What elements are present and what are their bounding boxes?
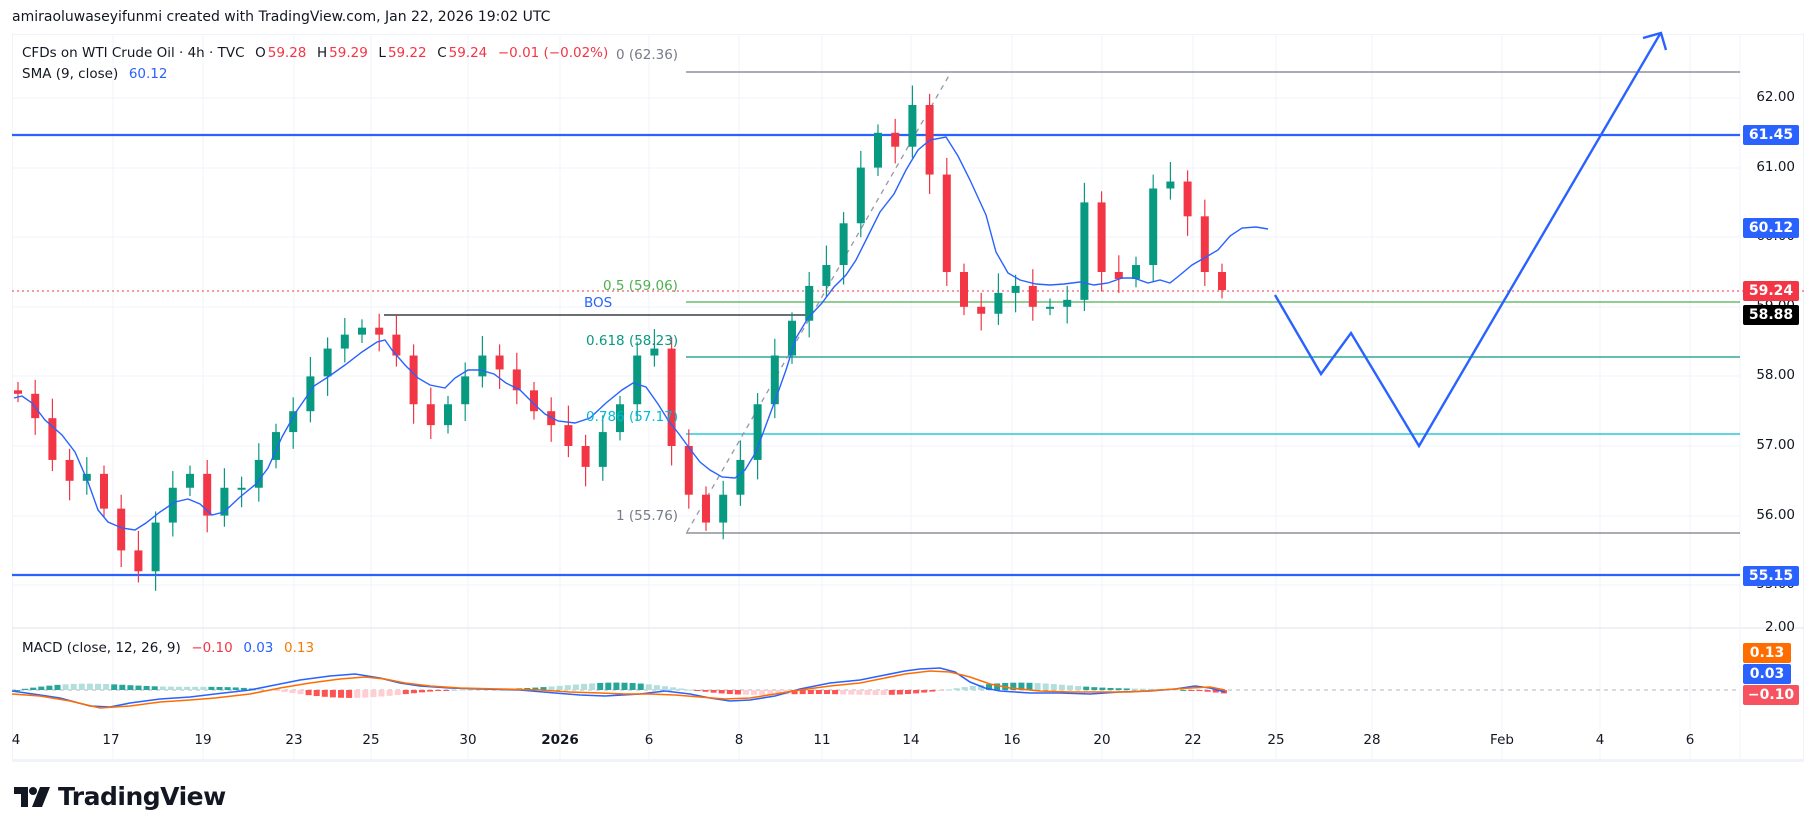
- macd-histogram-value: −0.10: [191, 640, 233, 656]
- projection-arrowhead: [1642, 31, 1668, 51]
- time-tick: 6: [644, 732, 654, 748]
- projection-path[interactable]: [1273, 33, 1662, 449]
- sma-value: 60.12: [128, 66, 168, 82]
- macd-histogram-tag: −0.10: [1743, 685, 1799, 705]
- last-price-tag: 59.24: [1743, 281, 1799, 301]
- tradingview-logo-text: TradingView: [58, 782, 226, 811]
- time-tick: 4: [1595, 732, 1605, 748]
- sma-line: [13, 136, 1269, 531]
- time-tick: 17: [102, 732, 120, 748]
- time-tick: 16: [1003, 732, 1021, 748]
- time-tick: 14: [902, 732, 920, 748]
- macd-histogram: [14, 682, 1227, 698]
- fib-label-0: 0 (62.36): [616, 47, 679, 63]
- macd-line-value: 0.03: [243, 640, 274, 656]
- price-tick: 61.00: [1756, 159, 1795, 175]
- close-value: 59.24: [448, 45, 488, 61]
- time-tick: 30: [459, 732, 477, 748]
- time-tick: 6: [1685, 732, 1695, 748]
- tradingview-logo-icon: [14, 786, 50, 807]
- bos-label: BOS: [584, 295, 613, 311]
- price-tick: 56.00: [1756, 507, 1795, 523]
- time-tick: 23: [285, 732, 303, 748]
- sma-legend[interactable]: SMA (9, close) 60.12: [22, 66, 169, 82]
- chart-attribution: amiraoluwaseyifunmi created with Trading…: [12, 9, 551, 25]
- time-tick: 19: [194, 732, 212, 748]
- sma-price-tag: 60.12: [1743, 218, 1799, 238]
- time-tick: 8: [734, 732, 744, 748]
- sma-label: SMA (9, close): [22, 66, 119, 82]
- macd-line: [11, 667, 1226, 708]
- symbol-title: CFDs on WTI Crude Oil · 4h · TVC: [22, 45, 245, 61]
- price-tick: 58.00: [1756, 367, 1795, 383]
- chart-frame: [12, 34, 1804, 762]
- fibonacci-retracement[interactable]: [686, 71, 1740, 534]
- time-tick: 28: [1363, 732, 1381, 748]
- grid: [12, 34, 1740, 760]
- time-tick: 22: [1184, 732, 1202, 748]
- fib-label-0.618: 0.618 (58.23): [586, 333, 679, 349]
- fib-label-0.5: 0.5 (59.06): [603, 278, 678, 294]
- macd-legend[interactable]: MACD (close, 12, 26, 9) −0.10 0.03 0.13: [22, 640, 316, 656]
- price-tick: 62.00: [1756, 89, 1795, 105]
- open-value: 59.28: [267, 45, 307, 61]
- tradingview-logo[interactable]: TradingView: [14, 782, 226, 811]
- macd-signal-value: 0.13: [283, 640, 315, 656]
- time-tick: 11: [813, 732, 831, 748]
- low-label: L: [378, 45, 386, 61]
- time-tick: 25: [1267, 732, 1285, 748]
- resistance-price-tag: 61.45: [1743, 125, 1799, 145]
- crosshair-price-tag: 58.88: [1743, 305, 1799, 325]
- time-tick: 4: [11, 732, 21, 748]
- open-label: O: [255, 45, 266, 61]
- time-tick: 25: [362, 732, 380, 748]
- time-tick: Feb: [1490, 732, 1514, 748]
- time-tick: 2026: [541, 732, 579, 748]
- macd-axis-tick: 2.00: [1764, 619, 1795, 635]
- macd-signal-line: [11, 670, 1226, 709]
- close-label: C: [437, 45, 447, 61]
- fib-label-0.786: 0.786 (57.17): [586, 409, 679, 425]
- price-tick: 57.00: [1756, 437, 1795, 453]
- macd-signal-tag: 0.13: [1743, 643, 1791, 663]
- support-price-tag: 55.15: [1743, 566, 1799, 586]
- low-value: 59.22: [387, 45, 427, 61]
- high-label: H: [317, 45, 328, 61]
- macd-line-tag: 0.03: [1743, 664, 1791, 684]
- macd-label: MACD (close, 12, 26, 9): [22, 640, 181, 656]
- time-tick: 20: [1093, 732, 1111, 748]
- high-value: 59.29: [329, 45, 368, 61]
- symbol-legend[interactable]: CFDs on WTI Crude Oil · 4h · TVC O 59.28 …: [22, 45, 610, 61]
- fib-label-1: 1 (55.76): [616, 508, 679, 524]
- change-value: −0.01 (−0.02%): [497, 45, 609, 61]
